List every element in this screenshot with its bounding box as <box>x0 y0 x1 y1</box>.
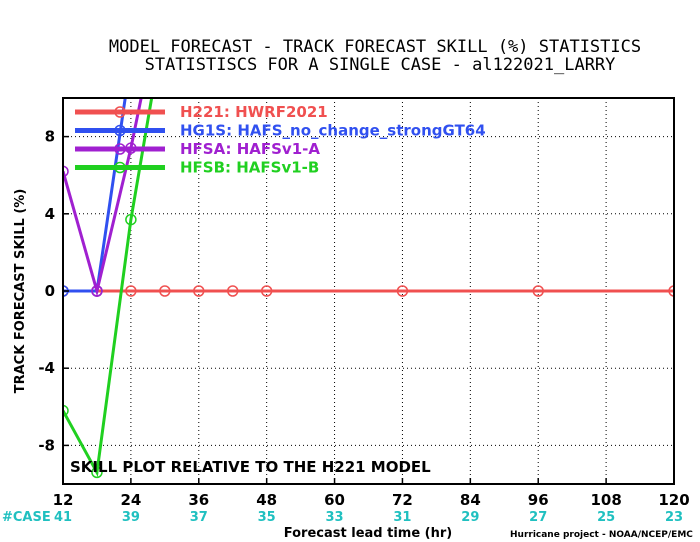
legend-entry: HFSA: HAFSv1-A <box>75 140 320 158</box>
data-point <box>668 285 674 297</box>
y-tick-label: -4 <box>38 359 55 377</box>
case-count: 31 <box>393 510 411 525</box>
data-point <box>125 213 137 226</box>
skill-annotation: SKILL PLOT RELATIVE TO THE H221 MODEL <box>70 458 431 476</box>
credit-text: Hurricane project - NOAA/NCEP/EMC <box>510 530 693 540</box>
legend-label: HG1S: HAFS_no_change_strongGT64 <box>180 122 486 140</box>
data-point <box>532 285 544 297</box>
series-line <box>63 98 143 297</box>
y-axis-label: TRACK FORECAST SKILL (%) <box>13 189 28 394</box>
x-tick-label: 36 <box>188 491 209 509</box>
legend-label: HFSA: HAFSv1-A <box>180 140 320 158</box>
data-point <box>63 404 69 417</box>
data-point <box>226 285 239 297</box>
x-tick-label: 24 <box>120 491 141 509</box>
data-point <box>159 285 171 297</box>
data-point <box>193 285 205 297</box>
legend-entry: HG1S: HAFS_no_change_strongGT64 <box>75 122 486 140</box>
y-tick-label: 0 <box>45 282 55 300</box>
data-point <box>396 285 409 297</box>
x-tick-label: 120 <box>658 491 689 509</box>
x-tick-label: 12 <box>53 491 74 509</box>
case-count: 35 <box>258 510 276 525</box>
data-point <box>63 165 69 178</box>
data-point <box>91 466 103 479</box>
case-label: #CASE <box>2 510 51 525</box>
case-count: 37 <box>190 510 208 525</box>
data-point <box>125 285 137 297</box>
data-point <box>91 285 103 297</box>
case-count: 27 <box>529 510 547 525</box>
legend-label: HFSB: HAFSv1-B <box>180 159 319 177</box>
x-tick-label: 96 <box>528 491 549 509</box>
x-axis-ticks: 12 24 36 48 60 72 84 96 108 120 <box>53 478 690 509</box>
legend-marker <box>114 161 126 174</box>
series-hfsb <box>63 16 170 479</box>
case-count: 29 <box>461 510 479 525</box>
case-count: 25 <box>597 510 615 525</box>
case-count: 33 <box>326 510 344 525</box>
case-count: 41 <box>54 510 72 525</box>
legend-marker <box>114 124 126 137</box>
y-tick-label: 8 <box>45 128 55 146</box>
y-tick-label: -8 <box>38 436 55 454</box>
data-point <box>160 16 170 26</box>
y-tick-label: 4 <box>45 205 55 223</box>
series-line <box>63 98 154 478</box>
chart-title: MODEL FORECAST - TRACK FORECAST SKILL (%… <box>109 37 641 57</box>
legend-label: H221: HWRF2021 <box>180 103 328 121</box>
data-point <box>260 285 273 297</box>
legend-marker <box>114 143 126 155</box>
case-count: 39 <box>122 510 140 525</box>
legend-entry: H221: HWRF2021 <box>75 103 328 121</box>
case-count: 23 <box>665 510 683 525</box>
legend-marker <box>114 106 126 118</box>
x-axis-label: Forecast lead time (hr) <box>284 526 452 541</box>
x-tick-label: 108 <box>590 491 621 509</box>
y-axis-ticks: -8 -4 0 4 8 <box>38 128 69 454</box>
x-tick-label: 84 <box>460 491 481 509</box>
chart-subtitle: STATISTISCS FOR A SINGLE CASE - al122021… <box>145 55 616 75</box>
case-counts: 41 39 37 35 33 31 29 27 25 23 <box>54 510 683 525</box>
x-tick-label: 60 <box>324 491 345 509</box>
series-h221 <box>63 285 674 297</box>
x-tick-label: 48 <box>256 491 277 509</box>
legend-entry: HFSB: HAFSv1-B <box>75 159 319 177</box>
series-line <box>63 98 127 293</box>
x-tick-label: 72 <box>392 491 413 509</box>
